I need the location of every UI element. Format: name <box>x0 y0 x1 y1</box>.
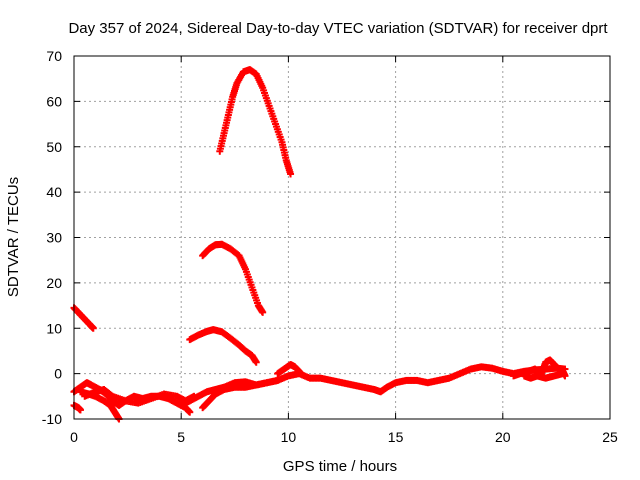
data-point <box>252 358 260 366</box>
y-tick-label: 0 <box>54 366 62 382</box>
series-arc-peak-28 <box>199 240 267 316</box>
data-point <box>559 370 567 378</box>
data-point <box>274 376 282 384</box>
y-tick-label: 40 <box>46 184 62 200</box>
series-early-cluster-a <box>70 401 84 414</box>
x-tick-label: 20 <box>495 429 511 445</box>
y-tick-label: 10 <box>46 320 62 336</box>
grid <box>74 56 610 419</box>
plot-frame <box>73 55 611 420</box>
data-point <box>89 324 97 332</box>
y-tick-label: 50 <box>46 139 62 155</box>
series-baseline <box>177 363 569 409</box>
chart-title: Day 357 of 2024, Sidereal Day-to-day VTE… <box>68 20 608 37</box>
series-baseline-upper <box>274 361 305 378</box>
data-point <box>259 308 267 316</box>
series-arc-peak-67 <box>216 66 295 178</box>
data-points <box>70 66 569 423</box>
y-tick-label: 30 <box>46 230 62 246</box>
y-tick-label: 60 <box>46 93 62 109</box>
x-tick-label: 25 <box>602 429 618 445</box>
series-late-cluster-b <box>520 370 567 382</box>
series-arc-peak-10 <box>186 326 260 366</box>
data-point <box>287 170 295 178</box>
data-point <box>297 370 305 378</box>
series-baseline-lower <box>199 376 282 412</box>
x-tick-label: 5 <box>177 429 185 445</box>
y-axis-label: SDTVAR / TECUs <box>5 177 22 297</box>
x-axis-label: GPS time / hours <box>283 458 397 475</box>
data-point <box>186 408 194 416</box>
data-point <box>76 406 84 414</box>
y-tick-label: 70 <box>46 48 62 64</box>
y-tick-label: -10 <box>42 411 62 427</box>
series-early-cluster-d <box>81 386 198 407</box>
x-tick-label: 0 <box>70 429 78 445</box>
x-tick-label: 10 <box>281 429 297 445</box>
series-late-cluster <box>510 356 569 380</box>
y-tick-label: 20 <box>46 275 62 291</box>
axis-ticks: 0 5 10 15 20 25 -10 0 10 20 30 40 50 60 70 <box>42 48 618 445</box>
series-arc-early-decline <box>70 304 97 332</box>
x-tick-label: 15 <box>388 429 404 445</box>
